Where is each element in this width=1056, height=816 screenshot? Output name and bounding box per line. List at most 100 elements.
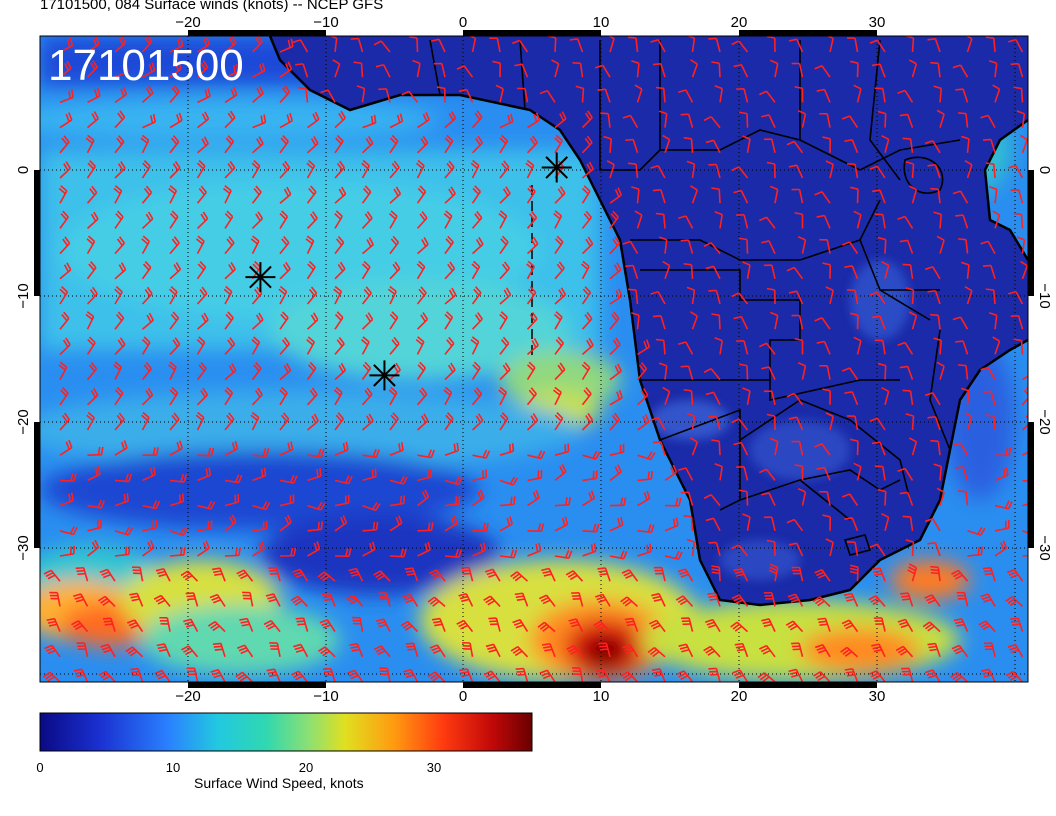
wind-barb-feather	[337, 235, 345, 244]
wind-barb-shaft	[829, 38, 834, 53]
wind-barb-feather	[392, 412, 399, 420]
wind-barb-feather	[822, 388, 831, 392]
wind-barb-feather	[769, 311, 778, 317]
wind-barb-feather	[446, 339, 453, 347]
wind-barb-feather	[446, 412, 454, 420]
wind-barb-feather	[157, 645, 166, 650]
wind-barb-feather	[389, 285, 397, 293]
wind-barb-feather	[205, 540, 210, 549]
wind-barb-feather	[120, 88, 125, 97]
wind-barb-shaft	[691, 315, 699, 330]
colorbar-tick: 10	[165, 760, 181, 775]
wind-barb-shaft	[712, 391, 721, 406]
wind-barb-feather	[392, 235, 400, 243]
wind-barb-feather	[705, 391, 714, 396]
wind-barb-feather	[1032, 365, 1035, 373]
wind-barb-shaft	[829, 290, 834, 305]
wind-barb-shaft	[1017, 315, 1024, 330]
lon-tick-top: 0	[459, 14, 467, 31]
wind-barb-feather	[290, 441, 294, 450]
wind-barb-feather	[322, 667, 331, 671]
wind-barb-feather	[761, 240, 770, 244]
wind-barb-feather	[586, 311, 593, 320]
wind-barb-feather	[542, 599, 551, 605]
wind-barb-feather	[173, 264, 179, 272]
wind-barb-feather	[638, 364, 646, 372]
wind-barb-shaft	[224, 554, 240, 557]
wind-barb-feather	[1007, 598, 1016, 604]
wind-barb-feather	[766, 161, 775, 165]
wind-barb-feather	[877, 488, 886, 493]
wind-barb-feather	[421, 491, 427, 500]
wind-barb-feather	[787, 593, 796, 598]
wind-barb-shaft	[826, 239, 831, 254]
wind-barb-shaft	[738, 292, 749, 305]
lat-tick-right: −10	[1036, 283, 1053, 308]
wind-barb-feather	[680, 365, 689, 368]
wind-barb-feather	[65, 337, 71, 346]
wind-barb-feather	[543, 573, 552, 577]
wind-barb-feather	[350, 599, 359, 605]
wind-barb-feather	[648, 619, 657, 625]
wind-barb-feather	[485, 450, 491, 459]
wind-barb-feather	[927, 289, 936, 293]
wind-barb-feather	[393, 336, 400, 345]
wind-barb-feather	[588, 161, 594, 170]
wind-barb-feather	[964, 412, 973, 418]
wind-barb-feather	[375, 449, 380, 458]
wind-barb-feather	[265, 448, 270, 457]
wind-barb-feather	[572, 62, 581, 65]
wind-barb-feather	[933, 337, 942, 342]
wind-barb-feather	[181, 493, 185, 502]
wind-barb-shaft	[738, 544, 749, 557]
wind-barb-feather	[501, 134, 508, 142]
wind-barb-feather	[528, 389, 535, 397]
wind-barb-feather	[420, 415, 427, 424]
wind-barb-feather	[346, 594, 355, 600]
wind-barb-feather	[512, 573, 520, 580]
wind-barb-feather	[155, 597, 164, 603]
wind-barb-feather	[147, 211, 154, 220]
wind-barb-feather	[312, 312, 319, 321]
wind-barb-feather	[733, 671, 742, 677]
wind-barb-feather	[1036, 475, 1039, 483]
wind-barb-feather	[283, 236, 290, 244]
wind-barb-feather	[424, 489, 430, 498]
lon-tick-top: −10	[313, 14, 338, 31]
wind-barb-shaft	[966, 416, 973, 431]
wind-barb-feather	[171, 414, 178, 423]
storm-marker	[541, 152, 572, 183]
wind-barb-feather	[585, 210, 592, 219]
wind-barb-feather	[853, 336, 862, 342]
wind-barb-feather	[68, 112, 73, 121]
wind-barb-shaft	[939, 491, 945, 506]
lon-tick-top: −20	[175, 14, 200, 31]
wind-barb-feather	[123, 494, 127, 503]
wind-barb-feather	[324, 673, 333, 677]
wind-barb-shaft	[636, 214, 643, 229]
wind-barb-feather	[157, 674, 166, 680]
wind-barb-shaft	[801, 365, 807, 380]
wind-barb-feather	[530, 210, 538, 219]
wind-barb-feather	[869, 39, 878, 44]
wind-barb-feather	[742, 261, 751, 266]
wind-barb-shaft	[962, 214, 969, 229]
wind-barb-shaft	[602, 64, 611, 78]
wind-barb-shaft	[1020, 340, 1024, 355]
wind-barb-shaft	[771, 138, 776, 153]
wind-barb-feather	[400, 548, 404, 557]
wind-barb-feather	[399, 113, 404, 122]
wind-barb-feather	[846, 598, 855, 602]
wind-barb-shaft	[1020, 214, 1024, 229]
wind-barb-feather	[181, 645, 189, 651]
wind-barb-feather	[94, 539, 100, 548]
wind-barb-feather	[952, 674, 960, 681]
wind-barb-shaft	[687, 365, 694, 380]
wind-barb-feather	[141, 238, 149, 245]
wind-barb-feather	[653, 671, 662, 674]
wind-barb-feather	[353, 61, 362, 65]
wind-barb-feather	[406, 645, 415, 648]
wind-barb-shaft	[685, 341, 694, 355]
wind-barb-shaft	[357, 38, 364, 53]
wind-barb-feather	[1009, 675, 1018, 681]
